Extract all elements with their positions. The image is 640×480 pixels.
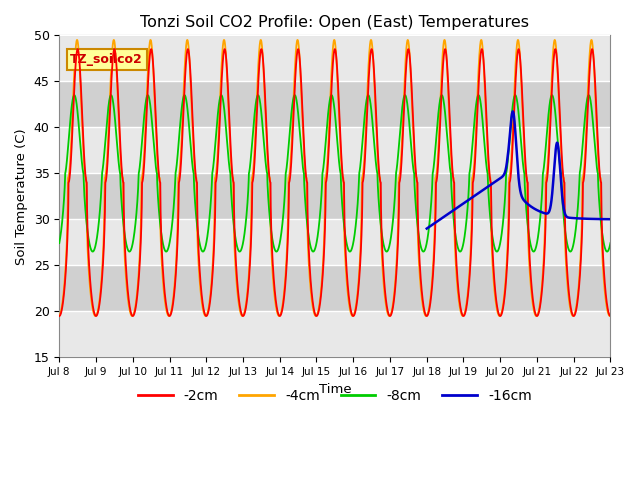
Legend: -2cm, -4cm, -8cm, -16cm: -2cm, -4cm, -8cm, -16cm bbox=[132, 384, 538, 408]
Bar bbox=[60, 127, 611, 173]
Bar bbox=[60, 173, 611, 219]
Y-axis label: Soil Temperature (C): Soil Temperature (C) bbox=[15, 128, 28, 264]
Bar bbox=[60, 36, 611, 81]
Text: TZ_soilco2: TZ_soilco2 bbox=[70, 53, 143, 66]
Bar bbox=[60, 265, 611, 312]
Bar bbox=[60, 219, 611, 265]
Bar bbox=[60, 312, 611, 358]
Bar bbox=[60, 81, 611, 127]
Title: Tonzi Soil CO2 Profile: Open (East) Temperatures: Tonzi Soil CO2 Profile: Open (East) Temp… bbox=[140, 15, 529, 30]
X-axis label: Time: Time bbox=[319, 383, 351, 396]
